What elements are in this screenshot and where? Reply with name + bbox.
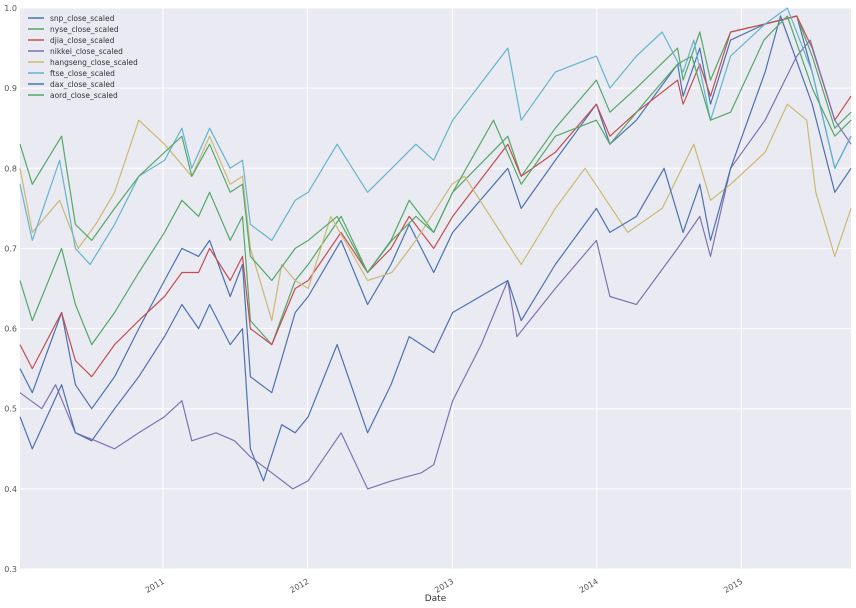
series-line-hangseng_close_scaled xyxy=(19,103,852,322)
legend-label: djia_close_scaled xyxy=(50,36,115,45)
y-tick-labels: 0.3 0.4 0.5 0.6 0.7 0.8 0.9 1.0 xyxy=(4,4,17,574)
legend-label: snp_close_scaled xyxy=(50,14,115,23)
legend-label: nyse_close_scaled xyxy=(50,25,119,34)
y-tick-label: 0.3 xyxy=(4,565,17,574)
series-line-djia_close_scaled xyxy=(19,15,852,378)
x-tick-labels: 2011 2012 2013 2014 2015 xyxy=(144,577,745,595)
y-tick-label: 0.6 xyxy=(4,325,17,334)
series-line-dax_close_scaled xyxy=(19,15,852,482)
y-tick-label: 0.5 xyxy=(4,405,17,414)
x-tick-label: 2011 xyxy=(144,577,166,595)
legend-label: dax_close_scaled xyxy=(50,80,115,89)
gridlines xyxy=(20,7,851,570)
y-tick-label: 0.8 xyxy=(4,164,17,173)
x-tick-label: 2012 xyxy=(288,577,310,595)
legend-label: hangseng_close_scaled xyxy=(50,58,138,67)
y-tick-label: 0.7 xyxy=(4,244,17,253)
x-tick-label: 2015 xyxy=(722,577,744,595)
legend-label: nikkei_close_scaled xyxy=(50,47,123,56)
x-tick-label: 2014 xyxy=(578,577,600,595)
series-line-nyse_close_scaled xyxy=(19,15,852,346)
x-tick-label: 2013 xyxy=(433,577,455,595)
plot-background xyxy=(20,8,851,569)
legend-label: ftse_close_scaled xyxy=(50,69,115,78)
legend-label: aord_close_scaled xyxy=(50,91,118,100)
x-axis-label: Date xyxy=(425,594,447,604)
legend: snp_close_scaled nyse_close_scaled djia_cl… xyxy=(28,14,138,100)
series-line-ftse_close_scaled xyxy=(19,7,852,266)
series-line-nikkei_close_scaled xyxy=(19,39,852,490)
y-tick-label: 1.0 xyxy=(4,4,17,13)
series-line-aord_close_scaled xyxy=(19,15,852,282)
y-tick-label: 0.4 xyxy=(4,485,17,494)
y-tick-label: 0.9 xyxy=(4,84,17,93)
series-lines xyxy=(19,7,852,490)
